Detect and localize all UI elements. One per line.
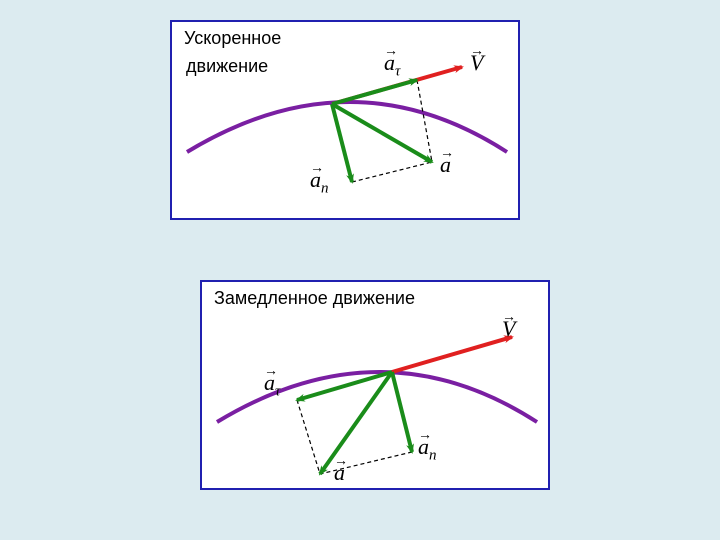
vector-subscript: τ [395,63,400,79]
helper-line [297,400,320,474]
vector-label: →aτ [384,50,400,80]
vector-arrow-over-icon: → [418,428,430,444]
vector-arrow-over-icon: → [384,44,396,60]
diagram-svg [202,282,552,492]
vector-label: →an [310,167,329,197]
vector-a [320,372,392,474]
vector-label: →V [470,50,483,76]
helper-line [417,80,432,162]
vector-label: →aτ [264,370,280,400]
vector-subscript: τ [275,383,280,399]
vector-subscript: n [429,447,437,463]
vector-arrow-over-icon: → [470,44,482,60]
panel-decel: Замедленное движение →V→aτ→an→a [200,280,550,490]
vector-arrow-over-icon: → [334,454,346,470]
panel-accel: Ускоренноедвижение →aτ→V→an→a [170,20,520,220]
vector-label: →V [502,316,515,342]
vector-subscript: n [321,180,329,196]
vector-arrow-over-icon: → [440,146,452,162]
vector-label: →an [418,434,437,464]
vector-V [392,337,512,372]
vector-a_tau [332,80,417,104]
vector-arrow-over-icon: → [310,161,322,177]
vector-label: →a [334,460,345,486]
vector-arrow-over-icon: → [264,364,276,380]
helper-line [352,162,432,182]
vector-arrow-over-icon: → [502,310,514,326]
vector-label: →a [440,152,451,178]
trajectory-curve [187,102,507,152]
vector-a_n [392,372,412,452]
